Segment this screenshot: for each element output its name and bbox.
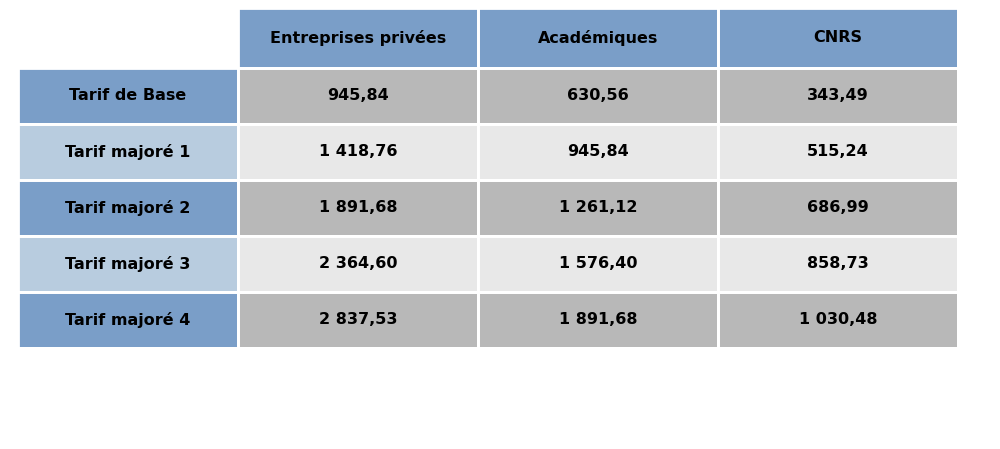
- Bar: [18, 68, 238, 124]
- Bar: [478, 180, 718, 236]
- Bar: [19, 181, 237, 235]
- Bar: [719, 237, 957, 291]
- Text: 515,24: 515,24: [807, 145, 869, 159]
- Bar: [238, 124, 478, 180]
- Bar: [718, 124, 958, 180]
- Bar: [718, 180, 958, 236]
- Text: 2 837,53: 2 837,53: [319, 313, 397, 327]
- Text: 1 891,68: 1 891,68: [559, 313, 637, 327]
- Bar: [238, 8, 478, 68]
- Bar: [18, 236, 238, 292]
- Text: Tarif majoré 1: Tarif majoré 1: [65, 144, 191, 160]
- Bar: [719, 125, 957, 179]
- Bar: [238, 236, 478, 292]
- Bar: [19, 293, 237, 347]
- Bar: [239, 125, 477, 179]
- Text: 630,56: 630,56: [567, 88, 629, 104]
- Bar: [478, 236, 718, 292]
- Bar: [718, 292, 958, 348]
- Text: 686,99: 686,99: [807, 201, 869, 216]
- Bar: [719, 293, 957, 347]
- Text: 1 030,48: 1 030,48: [799, 313, 877, 327]
- Bar: [238, 292, 478, 348]
- Bar: [19, 125, 237, 179]
- Bar: [718, 8, 958, 68]
- Bar: [239, 9, 477, 67]
- Bar: [718, 236, 958, 292]
- Text: Entreprises privées: Entreprises privées: [270, 30, 446, 46]
- Bar: [239, 69, 477, 123]
- Text: 945,84: 945,84: [567, 145, 629, 159]
- Bar: [238, 180, 478, 236]
- Bar: [18, 180, 238, 236]
- Bar: [718, 68, 958, 124]
- Text: 1 891,68: 1 891,68: [319, 201, 397, 216]
- Bar: [18, 124, 238, 180]
- Text: 1 576,40: 1 576,40: [559, 256, 637, 272]
- Text: 1 261,12: 1 261,12: [559, 201, 637, 216]
- Text: 2 364,60: 2 364,60: [319, 256, 397, 272]
- Text: 1 418,76: 1 418,76: [319, 145, 397, 159]
- Text: Tarif majoré 4: Tarif majoré 4: [65, 312, 191, 328]
- Text: 343,49: 343,49: [807, 88, 869, 104]
- Bar: [478, 68, 718, 124]
- Text: CNRS: CNRS: [814, 31, 862, 45]
- Bar: [479, 237, 717, 291]
- Bar: [479, 181, 717, 235]
- Bar: [478, 292, 718, 348]
- Bar: [239, 293, 477, 347]
- Bar: [478, 8, 718, 68]
- Text: 858,73: 858,73: [807, 256, 869, 272]
- Bar: [238, 68, 478, 124]
- Text: Académiques: Académiques: [538, 30, 658, 46]
- Bar: [479, 293, 717, 347]
- Text: Tarif majoré 3: Tarif majoré 3: [65, 256, 191, 272]
- Bar: [479, 69, 717, 123]
- Bar: [719, 181, 957, 235]
- Text: 945,84: 945,84: [327, 88, 389, 104]
- Bar: [719, 69, 957, 123]
- Bar: [479, 9, 717, 67]
- Bar: [478, 124, 718, 180]
- Bar: [18, 292, 238, 348]
- Bar: [719, 9, 957, 67]
- Bar: [239, 181, 477, 235]
- Text: Tarif majoré 2: Tarif majoré 2: [65, 200, 191, 216]
- Bar: [19, 237, 237, 291]
- Bar: [479, 125, 717, 179]
- Bar: [19, 69, 237, 123]
- Bar: [239, 237, 477, 291]
- Text: Tarif de Base: Tarif de Base: [69, 88, 187, 104]
